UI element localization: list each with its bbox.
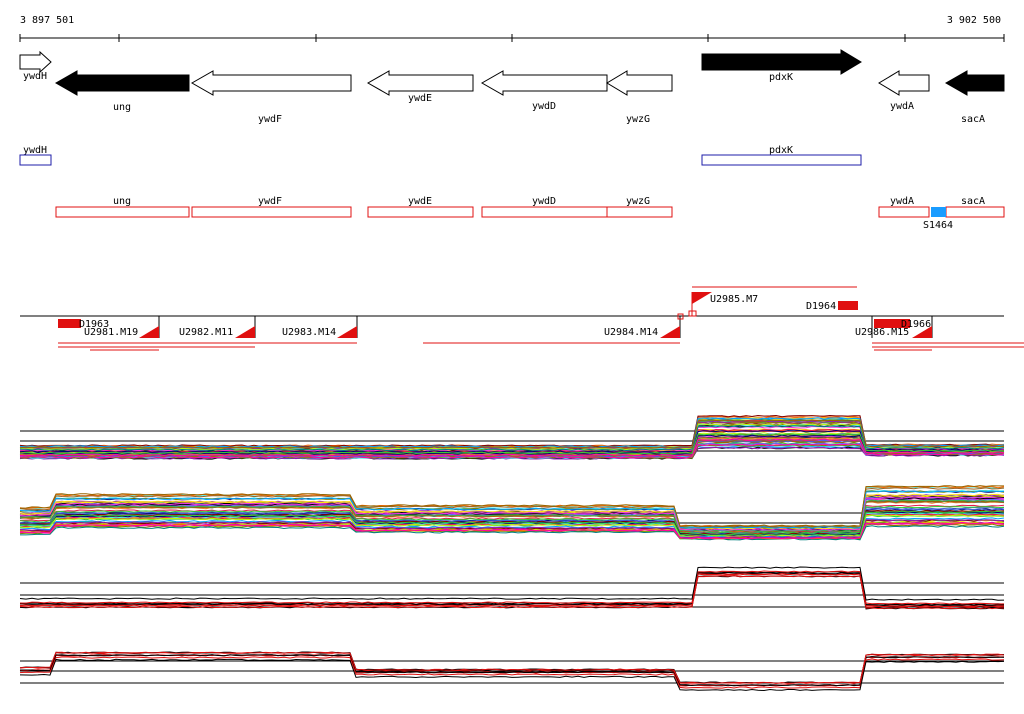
minus-label-ung: ung	[113, 196, 131, 207]
segment-label-D1964: D1964	[806, 301, 836, 312]
expression-profile-line	[19, 658, 1005, 692]
minus-label-ywdF: ywdF	[258, 196, 282, 207]
axis-start-label: 3 897 501	[20, 15, 74, 26]
plus-box-ywdH[interactable]	[19, 154, 52, 166]
expression-profile-line	[19, 423, 1005, 451]
minus-label-ywdD: ywdD	[532, 196, 556, 207]
expression-profile-line	[19, 500, 1005, 533]
gene-arrow-pdxK[interactable]	[701, 49, 862, 75]
gene-arrow-ung[interactable]	[54, 70, 190, 96]
gene-label-pdxK: pdxK	[769, 72, 793, 83]
minus-box-ung[interactable]	[55, 206, 190, 218]
segment-label-D1963: D1963	[79, 319, 109, 330]
expression-profile-line	[19, 490, 1005, 529]
expression-profile-line	[19, 493, 1005, 530]
plus-strand-track: ywdH pdxK	[19, 145, 862, 166]
segment-block-D1966[interactable]	[874, 319, 910, 328]
segment-label-U2986: U2986.M15	[855, 327, 909, 338]
plus-label-pdxK: pdxK	[769, 145, 793, 156]
minus-box-ywdE[interactable]	[367, 206, 474, 218]
expression-profile-line	[19, 433, 1004, 455]
expression-profile-line	[19, 656, 1005, 689]
expression-profile-line	[19, 496, 1005, 531]
segment-label-U2982: U2982.M11	[179, 327, 233, 338]
expression-profile-line	[19, 566, 1005, 601]
expression-profile-line	[19, 521, 1005, 540]
gene-label-ywdD: ywdD	[532, 101, 556, 112]
gene-arrow-ywdF[interactable]	[190, 70, 352, 96]
segment-flag-U2985	[692, 292, 712, 304]
gene-arrow-ywdH[interactable]	[19, 50, 52, 74]
plus-box-pdxK[interactable]	[701, 154, 862, 166]
expression-profile-line	[19, 429, 1005, 453]
segment-label-U2984: U2984.M14	[604, 327, 658, 338]
minus-label-ywdA: ywdA	[890, 196, 914, 207]
segment-label-U2981: U2981.M19	[84, 327, 138, 338]
expression-profile-line	[19, 523, 1005, 540]
gene-label-ywdH: ywdH	[23, 71, 47, 82]
expression-panel-3	[19, 566, 1005, 610]
expression-profile-line	[20, 572, 1005, 607]
minus-box-sacA[interactable]	[945, 206, 1005, 218]
expression-profile-line	[19, 485, 1004, 528]
expression-profile-line	[19, 514, 1005, 537]
expression-profile-line	[19, 510, 1005, 536]
gene-label-ywdE: ywdE	[408, 93, 432, 104]
expression-profile-line	[19, 497, 1005, 532]
gene-arrow-ywdA[interactable]	[878, 70, 930, 96]
minus-box-ywdF[interactable]	[191, 206, 352, 218]
expression-profile-line	[19, 425, 1005, 452]
coordinate-axis: 3 897 501 3 902 500	[19, 15, 1005, 42]
expression-profile-line	[20, 525, 1005, 541]
gene-label-ywdF: ywdF	[258, 114, 282, 125]
segment-block-D1964[interactable]	[838, 301, 858, 310]
minus-box-ywdD[interactable]	[481, 206, 608, 218]
plus-label-ywdH: ywdH	[23, 145, 47, 156]
marker-label: S1464	[923, 220, 953, 231]
minus-label-ywdE: ywdE	[408, 196, 432, 207]
gene-arrow-ywdE[interactable]	[366, 70, 474, 96]
segment-label-U2985: U2985.M7	[710, 294, 758, 305]
gene-label-ywzG: ywzG	[626, 114, 650, 125]
expression-panel-1	[19, 414, 1005, 460]
expression-profile-line	[19, 575, 1005, 610]
expression-profile-line	[19, 570, 1005, 605]
minus-label-ywzG: ywzG	[626, 196, 650, 207]
expression-profile-line	[19, 651, 1005, 685]
gene-label-ung: ung	[113, 102, 131, 113]
segment-label-U2983: U2983.M14	[282, 327, 336, 338]
gene-label-ywdA: ywdA	[890, 101, 914, 112]
expression-panel-4	[19, 651, 1005, 692]
minus-label-sacA: sacA	[961, 196, 985, 207]
segmentation-track: U2985.M7 D1964 D1963 U2981.M19 U2982.M11…	[20, 286, 1024, 351]
minus-strand-track: ung ywdF ywdE ywdD ywzG ywdA sacA S1464	[55, 196, 1005, 231]
minus-box-ywzG[interactable]	[606, 206, 673, 218]
segment-block-D1963[interactable]	[58, 319, 81, 328]
expression-profile-line	[19, 487, 1005, 528]
expression-profile-line	[19, 419, 1005, 449]
expression-profile-line	[20, 654, 1005, 687]
expression-panel-2	[19, 485, 1005, 541]
gene-label-sacA: sacA	[961, 114, 985, 125]
gene-arrow-ywdD[interactable]	[480, 70, 608, 96]
gene-annotation-track: ywdH ung ywdF ywdE ywdD ywzG pdxK ywdA s…	[19, 49, 1005, 125]
expression-profile-line	[19, 414, 1004, 447]
expression-profile-line	[19, 505, 1005, 534]
gene-arrow-ywzG[interactable]	[606, 70, 673, 96]
segment-label-D1966: D1966	[901, 319, 931, 330]
expression-profile-line	[19, 571, 1005, 607]
expression-profile-line	[19, 499, 1005, 532]
marker-box-S1464[interactable]	[931, 207, 946, 217]
axis-end-label: 3 902 500	[947, 15, 1001, 26]
expression-profile-line	[19, 651, 1004, 684]
expression-profile-line	[19, 438, 1005, 457]
expression-profile-line	[19, 518, 1005, 539]
minus-box-ywdA[interactable]	[878, 206, 930, 218]
expression-profile-line	[19, 651, 1005, 684]
gene-arrow-sacA[interactable]	[944, 70, 1005, 96]
expression-profile-line	[19, 571, 1005, 606]
